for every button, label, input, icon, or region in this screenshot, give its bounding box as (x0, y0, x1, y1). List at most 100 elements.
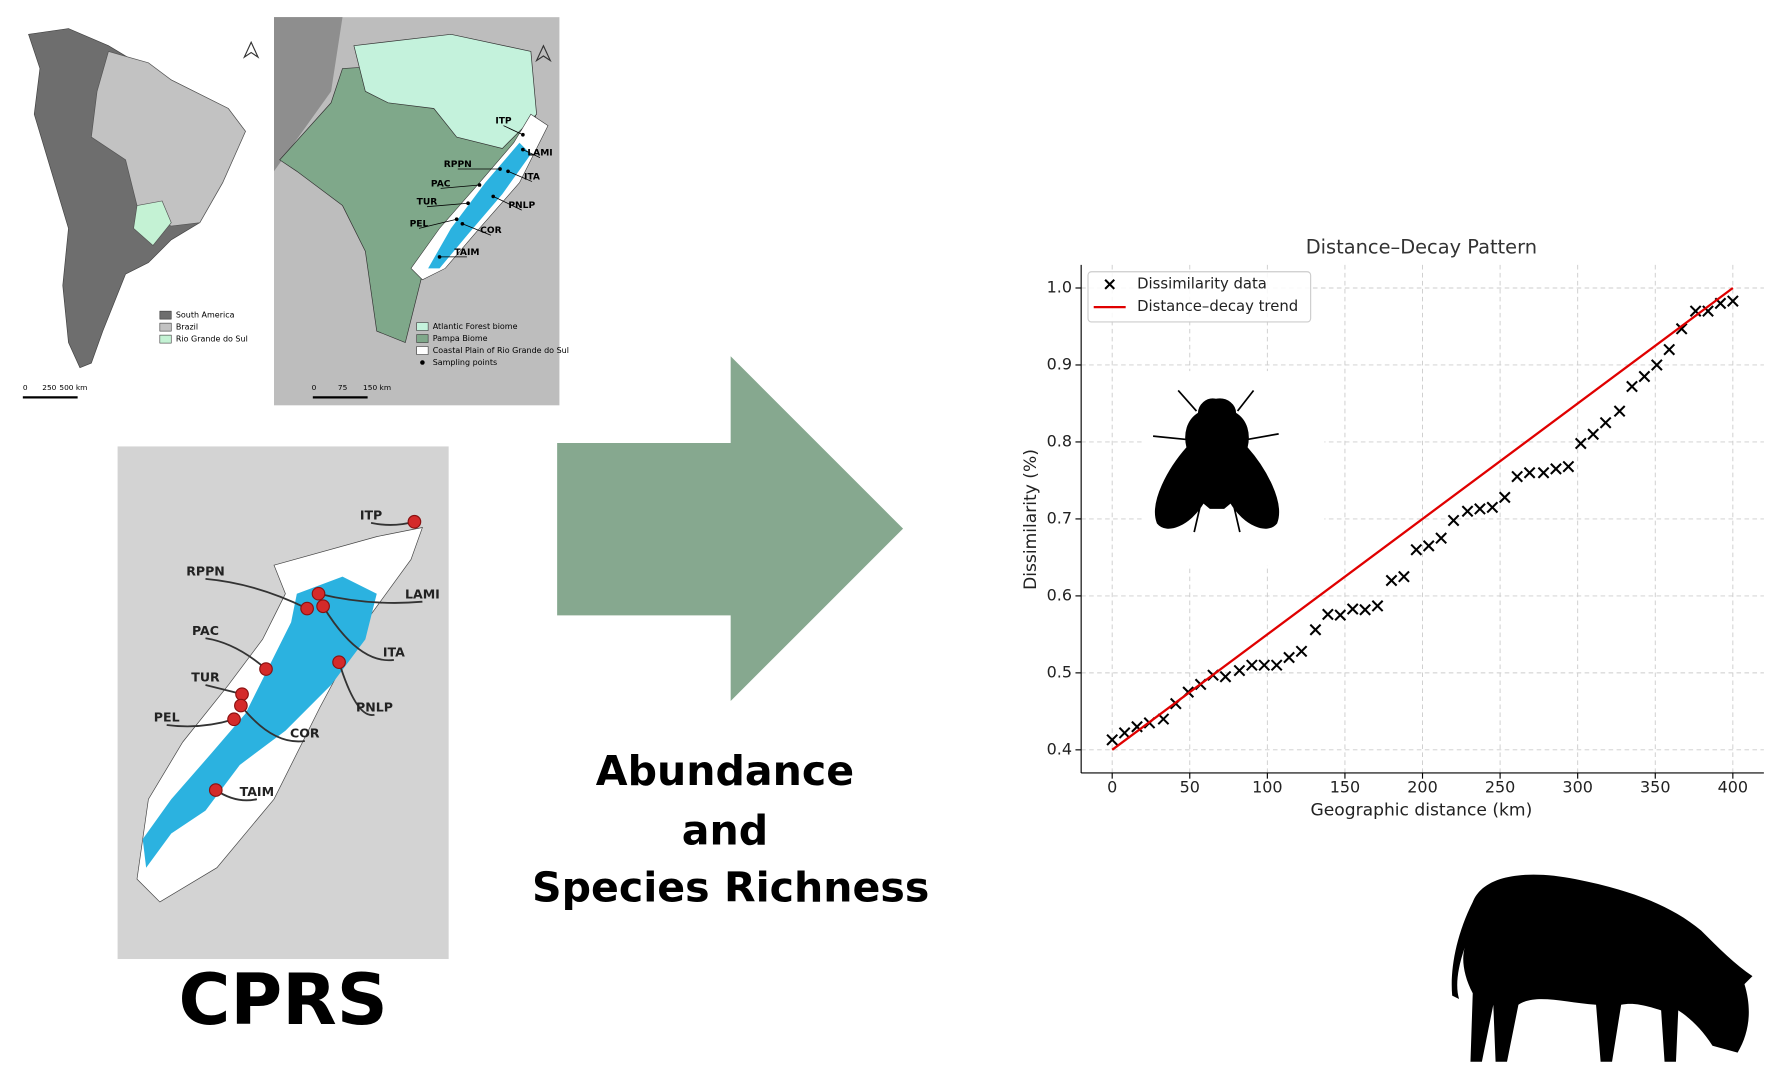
x-axis-label: Geographic distance (km) (1310, 801, 1532, 821)
data-point (1334, 609, 1347, 622)
data-point (1359, 603, 1371, 616)
x-tick-label: 100 (1252, 777, 1282, 796)
fly-silhouette (1152, 389, 1279, 533)
site-leader (503, 125, 524, 136)
site-leader (205, 637, 267, 670)
scale-label: 0 (23, 383, 28, 392)
data-point (1675, 322, 1688, 335)
data-point (1537, 466, 1550, 479)
map-cprs (117, 446, 449, 960)
arrow-text: and (682, 806, 768, 854)
site-label: ITA (383, 645, 405, 660)
site-label: RPPN (444, 160, 472, 170)
sites-map-cprs: ITP LAMI RPPN ITA PAC TUR PNLP PEL COR TAIM (154, 508, 440, 802)
site-label: TUR (417, 198, 438, 208)
site-label: PEL (410, 219, 429, 229)
chart-title: Distance–Decay Pattern (1306, 235, 1537, 258)
data-point (1638, 370, 1651, 383)
site-point (506, 169, 510, 174)
scale-label: 500 km (59, 383, 87, 392)
y-tick-label: 0.9 (1047, 354, 1072, 373)
site-point (259, 662, 273, 676)
data-point (1461, 505, 1474, 518)
data-point (1726, 295, 1739, 307)
data-point (1435, 532, 1448, 545)
site-label: PAC (431, 179, 451, 189)
legend-swatch (416, 334, 429, 343)
site-label: ITP (495, 117, 512, 127)
y-tick-label: 0.8 (1047, 431, 1072, 450)
legend-label: Coastal Plain of Rio Grande do Sul (433, 346, 569, 355)
site-point (234, 698, 248, 713)
coastal-lagoon (428, 142, 531, 269)
legend-label: Dissimilarity data (1137, 275, 1267, 292)
data-point (1498, 491, 1511, 504)
site-point (466, 201, 470, 206)
site-point (477, 183, 482, 187)
arrow-text: Species Richness (532, 864, 929, 912)
site-label: LAMI (527, 149, 552, 159)
site-leader (338, 661, 375, 716)
x-tick-label: 50 (1180, 777, 1200, 796)
data-point (1587, 428, 1600, 441)
site-label: PEL (154, 710, 180, 725)
legend-label: Distance–decay trend (1137, 298, 1298, 315)
site-label: PNLP (356, 699, 393, 714)
y-tick-label: 0.5 (1047, 662, 1072, 681)
legend-swatch (159, 310, 172, 320)
legend-label: Sampling points (433, 358, 497, 367)
site-point (454, 217, 459, 222)
legend-label: Atlantic Forest biome (433, 322, 518, 331)
x-tick-label: 350 (1640, 777, 1670, 796)
site-label: TAIM (454, 248, 479, 258)
data-point (1447, 514, 1460, 527)
arrow-text: Abundance (596, 747, 854, 795)
data-point (1346, 603, 1359, 615)
site-label: COR (480, 226, 501, 236)
cprs-label: CPRS (179, 958, 388, 1041)
data-point (1371, 600, 1384, 612)
legend-box (1087, 271, 1312, 323)
data-point (1283, 651, 1295, 664)
y-tick-label: 0.4 (1047, 739, 1072, 758)
y-tick-label: 1.0 (1047, 277, 1072, 296)
cow-silhouette (1451, 874, 1753, 1062)
chart: Distance–Decay Pattern Geographic distan… (1021, 235, 1764, 821)
data-point (1309, 623, 1322, 636)
trend-line (1111, 287, 1734, 751)
data-point (1523, 466, 1536, 479)
data-point (1295, 645, 1308, 658)
site-leader (462, 223, 492, 236)
x-tick-label: 400 (1718, 777, 1748, 796)
x-tick-label: 200 (1407, 777, 1437, 796)
legend-label: Rio Grande do Sul (176, 335, 248, 344)
data-point (1233, 664, 1246, 677)
legend-swatch (159, 322, 172, 332)
site-label: RPPN (186, 564, 225, 579)
data-point (1663, 343, 1676, 356)
data-point (1270, 659, 1283, 672)
site-leader (418, 218, 457, 229)
data-point (1599, 416, 1612, 429)
scale-label: 250 (42, 383, 56, 392)
data-point (1650, 359, 1663, 371)
scale-label: 0 (312, 383, 317, 392)
site-point (300, 601, 314, 616)
y-tick-label: 0.7 (1047, 508, 1072, 527)
site-label: TUR (191, 670, 220, 685)
legend-marker (1104, 279, 1115, 290)
data-point (1613, 405, 1626, 418)
data-point (1245, 659, 1258, 672)
site-leader (318, 592, 423, 604)
site-point (498, 167, 502, 171)
north-arrow (242, 40, 260, 59)
map-rs (274, 17, 560, 406)
x-tick-label: 150 (1330, 777, 1360, 796)
site-point (227, 712, 241, 727)
x-tick-label: 300 (1562, 777, 1592, 796)
site-leader (322, 605, 394, 662)
site-label: ITA (524, 172, 541, 182)
data-point (1574, 437, 1587, 450)
site-label: ITP (360, 508, 382, 523)
